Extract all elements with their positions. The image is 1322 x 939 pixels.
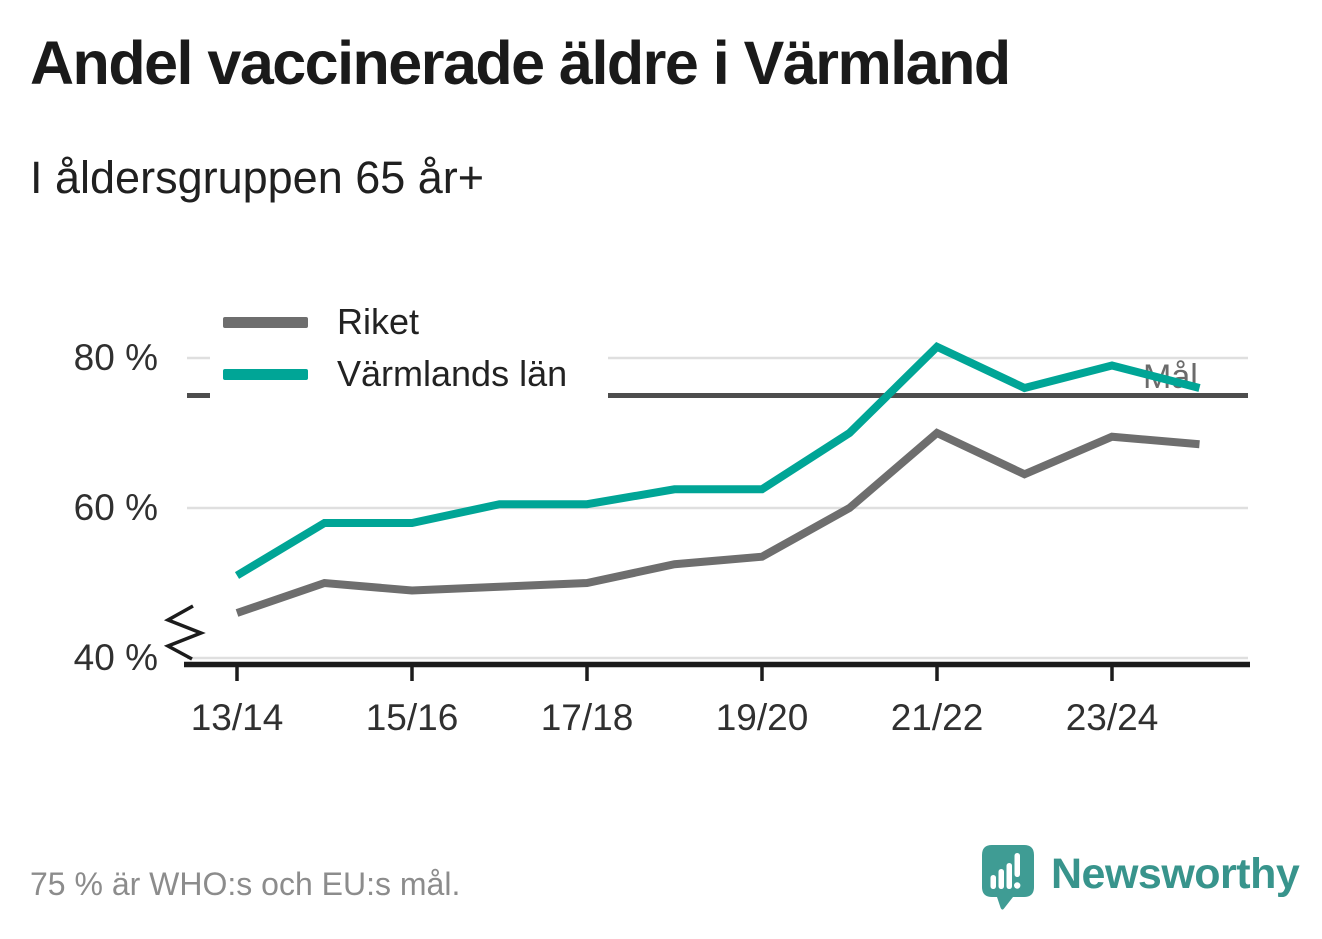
chart-subtitle: I åldersgruppen 65 år+ bbox=[30, 152, 485, 203]
x-axis-label-23-24: 23/24 bbox=[1065, 697, 1159, 738]
riket-line-swatch bbox=[223, 316, 308, 328]
x-axis-label-13-14: 13/14 bbox=[190, 697, 284, 738]
y-axis-label-60: 60 % bbox=[73, 487, 158, 528]
x-axis-label-21-22: 21/22 bbox=[890, 697, 984, 738]
legend-background bbox=[210, 295, 608, 399]
x-axis-label-19-20: 19/20 bbox=[715, 697, 809, 738]
legend-item-riket: Riket bbox=[210, 296, 608, 348]
x-axis-label-15-16: 15/16 bbox=[365, 697, 459, 738]
y-axis-label-40: 40 % bbox=[73, 637, 158, 678]
series-line-v-rmlands-l-n bbox=[234, 341, 1201, 579]
y-axis-label-80: 80 % bbox=[73, 337, 158, 378]
footnote-target-explanation: 75 % är WHO:s och EU:s mål. bbox=[30, 866, 461, 902]
legend-item-varmlands-lan: Värmlands län bbox=[210, 348, 608, 400]
x-axis-label-17-18: 17/18 bbox=[540, 697, 634, 738]
newsworthy-logo: Newsworthy bbox=[982, 845, 1300, 911]
chart-legend: Riket Värmlands län bbox=[210, 296, 608, 400]
legend-label-riket: Riket bbox=[337, 301, 420, 342]
newsworthy-wordmark: Newsworthy bbox=[1051, 850, 1300, 898]
chart-title: Andel vaccinerade äldre i Värmland bbox=[30, 29, 1011, 97]
y-axis-break-icon bbox=[163, 604, 206, 661]
newsworthy-logo-icon bbox=[982, 845, 1034, 910]
series-line-riket bbox=[235, 428, 1200, 617]
varmlands-lan-line-swatch bbox=[223, 368, 308, 380]
legend-label-varmlands-lan: Värmlands län bbox=[337, 353, 568, 394]
